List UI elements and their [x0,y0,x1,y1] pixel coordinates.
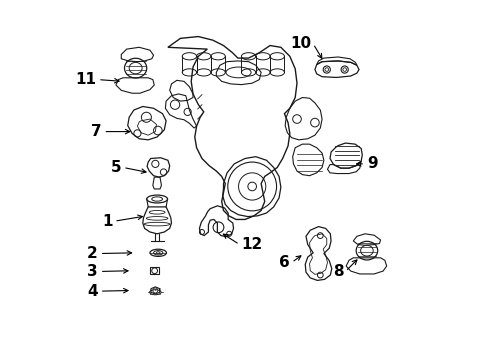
Text: 1: 1 [102,214,112,229]
Text: 9: 9 [367,156,378,171]
Text: 3: 3 [87,264,98,279]
Text: 10: 10 [290,36,311,51]
Text: 6: 6 [279,255,290,270]
Text: 8: 8 [333,264,343,279]
Text: 12: 12 [242,237,263,252]
Text: 11: 11 [75,72,96,87]
Text: 4: 4 [87,284,98,299]
Text: 2: 2 [87,246,98,261]
Text: 7: 7 [91,124,101,139]
Text: 5: 5 [111,160,122,175]
